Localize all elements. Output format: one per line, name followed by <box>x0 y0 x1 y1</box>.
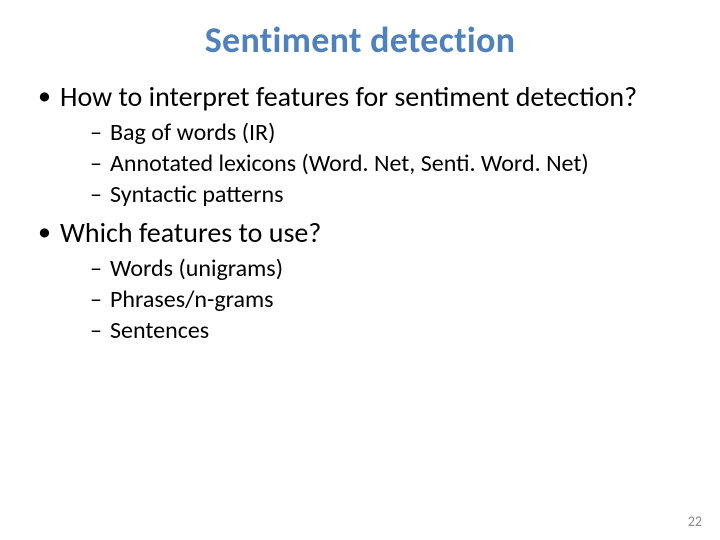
sub-bullet-item: Annotated lexicons (Word. Net, Senti. Wo… <box>90 149 686 180</box>
sub-bullet-text: Annotated lexicons (Word. Net, Senti. Wo… <box>110 149 589 178</box>
sub-bullet-text: Phrases/n-grams <box>110 285 274 314</box>
sub-bullet-item: Words (unigrams) <box>90 254 686 285</box>
bullet-item: Which features to use? Words (unigrams) … <box>34 216 686 346</box>
bullet-text: Which features to use? <box>60 215 321 250</box>
sub-bullet-list: Bag of words (IR) Annotated lexicons (Wo… <box>60 118 686 210</box>
slide-title: Sentiment detection <box>34 18 686 62</box>
page-number: 22 <box>688 513 702 530</box>
bullet-text: How to interpret features for sentiment … <box>60 79 637 114</box>
sub-bullet-text: Sentences <box>110 316 209 345</box>
sub-bullet-text: Syntactic patterns <box>110 180 283 209</box>
slide-content: How to interpret features for sentiment … <box>34 80 686 347</box>
bullet-item: How to interpret features for sentiment … <box>34 80 686 210</box>
sub-bullet-text: Bag of words (IR) <box>110 118 275 147</box>
bullet-list: How to interpret features for sentiment … <box>34 80 686 347</box>
slide-container: Sentiment detection How to interpret fea… <box>0 0 720 540</box>
sub-bullet-item: Bag of words (IR) <box>90 118 686 149</box>
sub-bullet-text: Words (unigrams) <box>110 254 283 283</box>
sub-bullet-item: Sentences <box>90 316 686 347</box>
sub-bullet-item: Phrases/n-grams <box>90 285 686 316</box>
sub-bullet-item: Syntactic patterns <box>90 180 686 211</box>
sub-bullet-list: Words (unigrams) Phrases/n-grams Sentenc… <box>60 254 686 346</box>
